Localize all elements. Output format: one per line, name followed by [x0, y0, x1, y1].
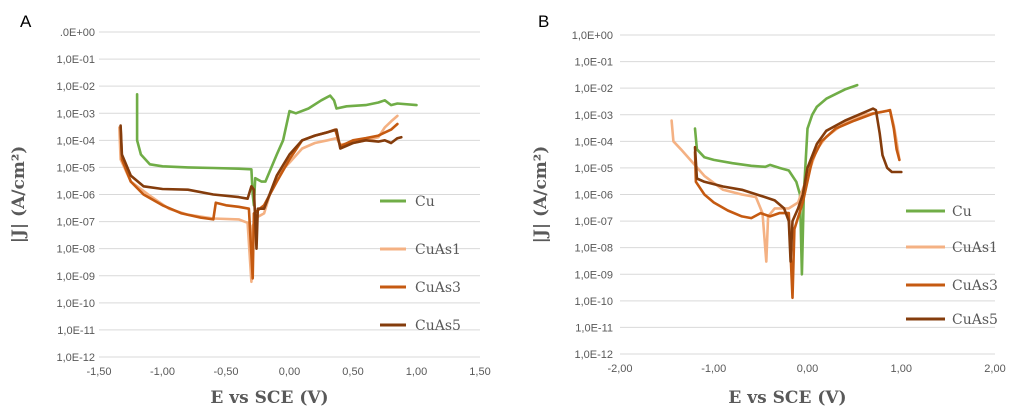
y-tick-label: 1,0E-11	[575, 322, 613, 334]
x-tick-label: -0,50	[213, 366, 238, 378]
y-tick-label: 1,0E-02	[56, 81, 95, 93]
legend-label: CuAs3	[415, 280, 461, 296]
x-tick-label: 1,00	[406, 366, 427, 378]
x-tick-label: 1,00	[891, 363, 912, 375]
y-tick-label: 1,0E-06	[56, 190, 95, 202]
series-line-cuas5	[693, 107, 903, 263]
y-tick-label: 1,0E+00	[572, 30, 613, 42]
y-tick-label: 1,0E-07	[56, 217, 95, 229]
x-tick-label: 1,50	[469, 366, 490, 378]
chart-a: A .0E+00 1,0E-01 1,0E-02 1,0E-03 1,0E-04 1,0E-…	[9, 12, 491, 407]
x-axis-title: E vs SCE (V)	[210, 388, 328, 407]
legend: Cu CuAs1 CuAs3 CuAs5	[380, 194, 461, 334]
y-tick-label: 1,0E-08	[574, 243, 613, 255]
x-tick-label: -1,00	[701, 363, 726, 375]
x-axis-title: E vs SCE (V)	[728, 388, 846, 407]
chart-b: B 1,0E+00 1,0E-01 1,0E-02 1,0E-03 1,0E-04 1,0E…	[531, 12, 1006, 407]
y-tick-label: 1,0E-10	[56, 298, 95, 310]
series-line-cuas5	[119, 124, 403, 250]
series-line-cu	[693, 83, 859, 276]
y-tick-label: 1,0E-04	[574, 136, 613, 148]
x-tick-label: -1,50	[86, 366, 111, 378]
x-tick-label: 2,00	[984, 363, 1005, 375]
series-line-cu	[135, 93, 418, 207]
x-tick-label: 0,50	[342, 366, 363, 378]
series-line-cuas3	[119, 122, 399, 280]
legend-label: CuAs5	[415, 318, 461, 334]
x-tick-label: -2,00	[607, 363, 632, 375]
y-tick-label: 1,0E-06	[574, 190, 613, 202]
y-tick-label: 1,0E-01	[574, 57, 613, 69]
y-tick-label: .0E+00	[60, 27, 95, 39]
y-tick-label: 1,0E-03	[56, 108, 95, 120]
y-tick-label: 1,0E-09	[56, 271, 95, 283]
y-tick-label: 1,0E-09	[574, 269, 613, 281]
y-tick-label: 1,0E-12	[574, 349, 613, 361]
legend-label: CuAs1	[415, 242, 461, 258]
series-line-cuas3	[693, 108, 901, 300]
series-line-cuas1	[670, 108, 901, 263]
y-axis-title: |J| (A/cm²)	[9, 146, 29, 244]
legend-label: Cu	[952, 204, 972, 220]
legend-label: Cu	[415, 194, 435, 210]
panel-label: A	[20, 12, 32, 31]
x-tick-label: 0,00	[797, 363, 818, 375]
x-tick-label: 0,00	[279, 366, 300, 378]
legend: Cu CuAs1 CuAs3 CuAs5	[906, 204, 998, 328]
y-tick-label: 1,0E-08	[56, 244, 95, 256]
legend-label: CuAs3	[952, 278, 998, 294]
y-tick-label: 1,0E-12	[56, 352, 95, 364]
panel-label: B	[538, 12, 549, 31]
legend-label: CuAs1	[952, 240, 998, 256]
y-tick-label: 1,0E-11	[57, 325, 95, 337]
y-tick-label: 1,0E-10	[574, 296, 613, 308]
y-tick-label: 1,0E-01	[56, 54, 95, 66]
y-tick-label: 1,0E-02	[574, 83, 613, 95]
y-axis-title: |J| (A/cm²)	[531, 146, 551, 244]
y-tick-label: 1,0E-04	[56, 135, 95, 147]
y-tick-label: 1,0E-07	[574, 216, 613, 228]
y-tick-label: 1,0E-03	[574, 110, 613, 122]
x-tick-label: -1,00	[150, 366, 175, 378]
legend-label: CuAs5	[952, 312, 998, 328]
y-tick-label: 1,0E-05	[56, 162, 95, 174]
y-tick-label: 1,0E-05	[574, 163, 613, 175]
